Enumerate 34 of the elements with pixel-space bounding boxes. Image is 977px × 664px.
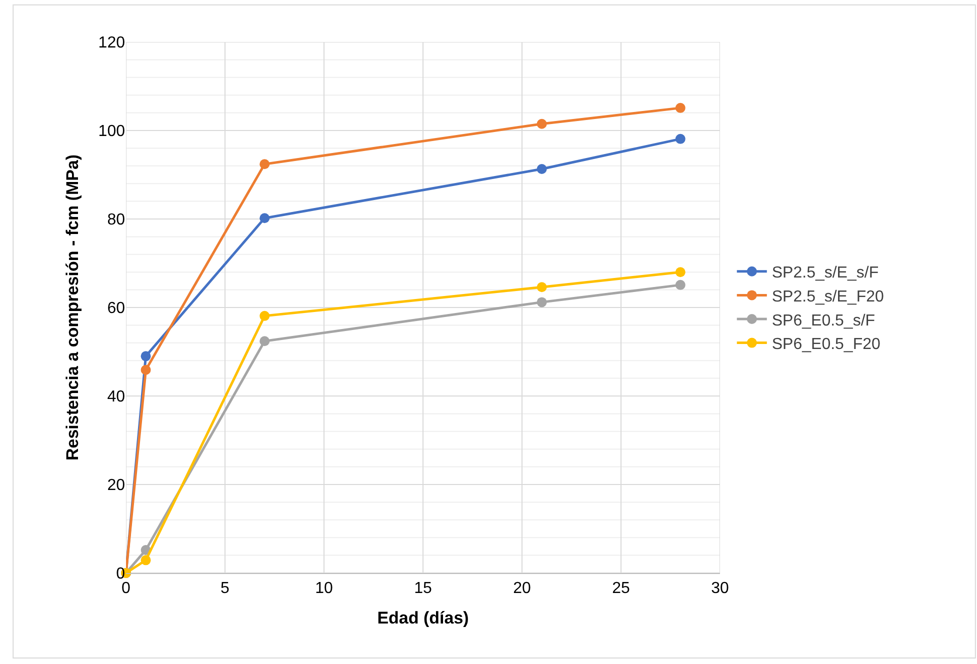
point (675, 267, 686, 278)
y-tick-label: 80 (107, 212, 126, 229)
point (675, 102, 686, 113)
y-tick-label: 120 (98, 34, 126, 52)
x-axis-title: Edad (días) (377, 608, 469, 628)
y-tick-label: 0 (116, 566, 126, 583)
point (140, 555, 151, 566)
y-tick-label: 20 (107, 477, 126, 494)
point (675, 280, 686, 290)
point (260, 159, 270, 170)
x-tick-label: 30 (711, 580, 729, 598)
x-tick-label: 25 (612, 580, 630, 598)
y-tick-label: 60 (107, 300, 126, 318)
legend-label: SP6_E0.5_s/F (772, 312, 876, 330)
point (675, 134, 686, 144)
y-axis-title: Resistencia a compresión - fcm (MPa) (62, 154, 82, 461)
point (536, 118, 547, 129)
x-tick-label: 10 (315, 580, 333, 598)
x-tick-label: 20 (513, 580, 531, 598)
point (536, 164, 547, 174)
y-tick-label: 100 (98, 123, 126, 140)
legend-label: SP6_E0.5_F20 (772, 336, 881, 354)
point (260, 310, 270, 321)
point (260, 336, 270, 346)
point (536, 297, 547, 308)
point (140, 351, 151, 362)
point (140, 364, 151, 375)
point (260, 213, 270, 224)
y-tick-label: 40 (107, 388, 126, 406)
point (536, 282, 547, 292)
x-tick-label: 15 (414, 580, 432, 598)
x-tick-label: 5 (220, 580, 230, 598)
legend-label: SP2.5_s/E_s/F (772, 264, 879, 282)
legend-label: SP2.5_s/E_F20 (772, 288, 884, 306)
